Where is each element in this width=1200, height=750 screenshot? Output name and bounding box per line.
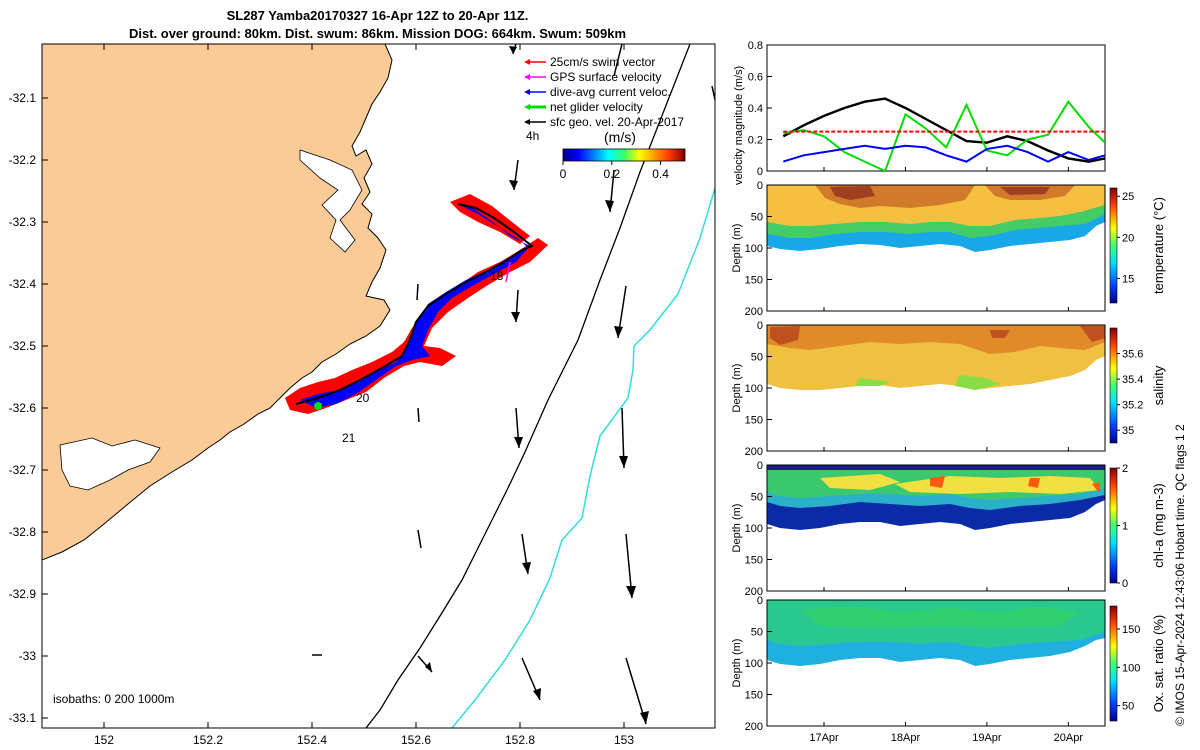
track-label-21: 21 bbox=[342, 431, 356, 445]
colorbar-title: (m/s) bbox=[604, 129, 636, 145]
lon-tick-label: 152.4 bbox=[297, 733, 327, 747]
glider-track bbox=[295, 203, 534, 405]
estuary bbox=[299, 149, 363, 253]
track-label-20: 20 bbox=[356, 391, 370, 405]
lat-tick-label: -33.1 bbox=[9, 711, 37, 725]
lat-tick-label: -32.8 bbox=[9, 525, 37, 539]
legend-entry: dive-avg current veloc. bbox=[550, 85, 671, 99]
map-lat-axis: -32.1 -32.2 -32.3 -32.4 -32.5 -32.6 -32.7 -32.8… bbox=[9, 91, 48, 725]
lat-tick-label: -32.1 bbox=[9, 91, 37, 105]
colorbar-tick-label: 0.4 bbox=[652, 167, 669, 181]
lon-tick-label: 152.6 bbox=[401, 733, 431, 747]
legend-arrowhead bbox=[524, 104, 530, 110]
track-label-18: 18 bbox=[490, 269, 504, 283]
lake bbox=[59, 437, 161, 491]
lon-tick-label: 152.2 bbox=[193, 733, 223, 747]
lon-tick-label: 152.8 bbox=[505, 733, 535, 747]
figure-subtitle: Dist. over ground: 80km. Dist. swum: 86k… bbox=[128, 26, 627, 41]
gps-surface-velocity-arrow bbox=[505, 261, 511, 283]
track-swim-vectors bbox=[285, 194, 548, 414]
colorbar-ticks: 0 0.2 0.4 bbox=[560, 161, 669, 181]
lat-tick-label: -32.5 bbox=[9, 339, 37, 353]
isobath-1000 bbox=[451, 187, 715, 728]
lon-tick-label: 152 bbox=[94, 733, 114, 747]
colorbar-tick-label: 0.2 bbox=[603, 167, 620, 181]
isobaths-label: isobaths: 0 200 1000m bbox=[53, 692, 174, 706]
legend-arrowhead bbox=[524, 119, 530, 125]
legend-arrowhead bbox=[524, 89, 530, 95]
isobath-200 bbox=[365, 44, 691, 728]
legend-entry: 25cm/s swim vector bbox=[550, 55, 655, 69]
lat-tick-label: -32.9 bbox=[9, 587, 37, 601]
legend-entry: net glider velocity bbox=[550, 100, 643, 114]
map-lon-axis: 152 152.2 152.4 152.6 152.8 153 bbox=[94, 44, 634, 747]
lat-tick-label: -33 bbox=[19, 649, 37, 663]
map-frame bbox=[41, 43, 716, 729]
lon-tick-label: 153 bbox=[614, 733, 634, 747]
lat-tick-label: -32.7 bbox=[9, 463, 37, 477]
legend-arrowhead bbox=[524, 59, 530, 65]
land bbox=[42, 44, 393, 561]
time-label-4h: 4h bbox=[526, 129, 539, 143]
lat-tick-label: -32.6 bbox=[9, 401, 37, 415]
legend-entry: GPS surface velocity bbox=[550, 70, 661, 84]
speed-colorbar bbox=[562, 148, 686, 162]
lat-tick-label: -32.3 bbox=[9, 215, 37, 229]
lat-tick-label: -32.2 bbox=[9, 153, 37, 167]
net-glider-velocity-start bbox=[314, 402, 322, 410]
legend-entry: sfc geo. vel. 20-Apr-2017 bbox=[550, 115, 684, 129]
lat-tick-label: -32.4 bbox=[9, 277, 37, 291]
legend-arrowhead bbox=[524, 74, 530, 80]
colorbar-tick-label: 0 bbox=[560, 167, 567, 181]
figure-title: SL287 Yamba20170327 16-Apr 12Z to 20-Apr… bbox=[226, 8, 529, 23]
sfc-geo-velocity-arrowheads bbox=[425, 46, 649, 724]
